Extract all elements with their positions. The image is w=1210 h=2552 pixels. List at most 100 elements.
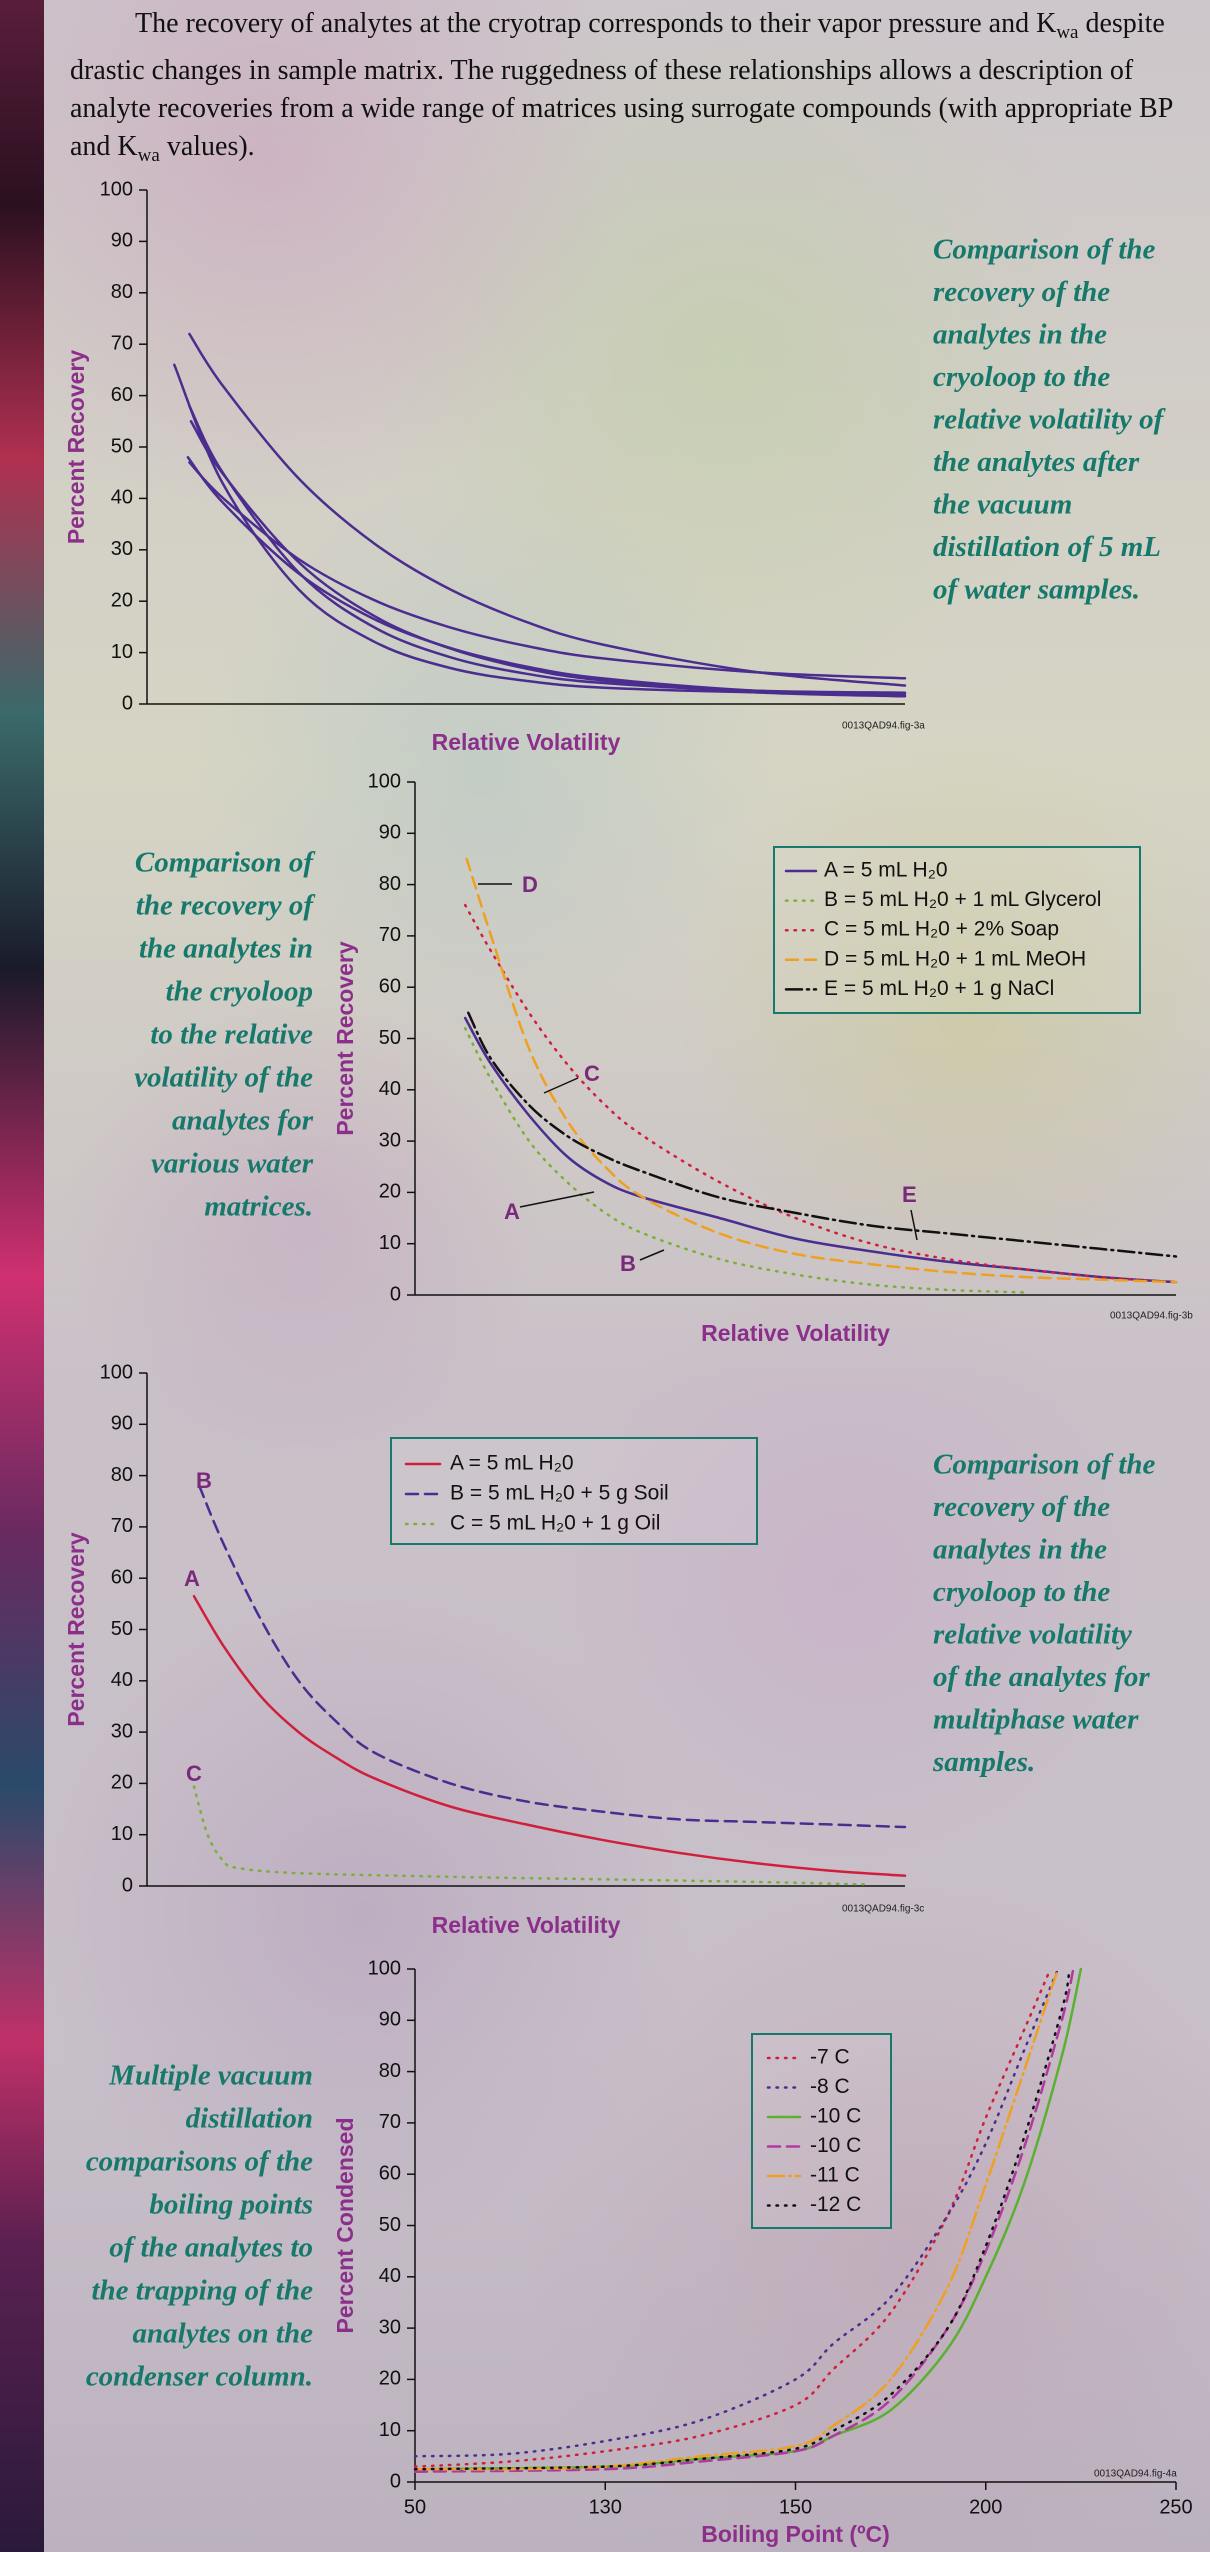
y-tick-label: 100: [368, 770, 401, 792]
figure-note: 0013QAD94.fig-3a: [842, 721, 925, 732]
caption-line: cryoloop to the: [933, 361, 1110, 393]
caption-line: of water samples.: [933, 574, 1140, 606]
caption-line: distillation of 5 mL: [933, 531, 1161, 563]
caption-line: analytes on the: [133, 2318, 314, 2350]
caption-line: of the analytes for: [933, 1661, 1150, 1693]
caption-line: multiphase water: [933, 1704, 1139, 1736]
intro-text: The recovery of analytes at the cryotrap…: [135, 8, 1056, 39]
caption-line: recovery of the: [933, 1491, 1110, 1523]
caption-line: Comparison of the: [933, 234, 1155, 266]
y-tick-label: 0: [122, 692, 133, 714]
series-line: [415, 1969, 1081, 2469]
y-tick-label: 80: [379, 2060, 401, 2082]
y-tick-label: 30: [111, 538, 133, 560]
y-tick-label: 70: [379, 2111, 401, 2133]
y-axis-label: Percent Recovery: [63, 1532, 89, 1727]
annotation-leader: [911, 1210, 917, 1240]
y-tick-label: 60: [111, 384, 133, 406]
caption-line: Comparison of: [135, 847, 316, 879]
y-axis-label: Percent Recovery: [63, 350, 89, 545]
y-tick-label: 30: [111, 1720, 133, 1742]
y-tick-label: 20: [111, 1772, 133, 1794]
legend-label: -7 C: [810, 2046, 850, 2069]
annotation: D: [522, 872, 538, 897]
series-line: [465, 1028, 1024, 1292]
annotation: A: [504, 1199, 520, 1224]
intro-subscript: wa: [1056, 22, 1078, 43]
figure-note: 0013QAD94.fig-4a: [1094, 2469, 1177, 2480]
y-tick-label: 50: [111, 435, 133, 457]
caption-line: analytes in the: [933, 1534, 1107, 1566]
caption-line: Multiple vacuum: [108, 2060, 313, 2092]
y-tick-label: 80: [111, 281, 133, 303]
y-tick-label: 60: [379, 975, 401, 997]
caption-line: cryoloop to the: [933, 1576, 1110, 1608]
y-tick-label: 100: [100, 178, 133, 200]
series-line: [194, 1596, 905, 1876]
caption-line: analytes in the: [933, 319, 1107, 351]
caption-line: the trapping of the: [91, 2275, 313, 2307]
legend-label: D = 5 mL H₂0 + 1 mL MeOH: [824, 947, 1086, 970]
legend-label: C = 5 mL H₂0 + 2% Soap: [824, 918, 1059, 941]
caption-line: various water: [151, 1148, 314, 1180]
annotation-leader: [544, 1078, 578, 1093]
legend-label: C = 5 mL H₂0 + 1 g Oil: [450, 1512, 660, 1535]
y-tick-label: 0: [390, 2470, 401, 2492]
intro-subscript: wa: [138, 145, 160, 166]
x-axis-label: Relative Volatility: [432, 1912, 621, 1938]
caption-line: relative volatility: [933, 1619, 1132, 1651]
y-axis-label: Percent Condensed: [332, 2118, 358, 2334]
legend-label: -10 C: [810, 2134, 861, 2157]
caption-line: volatility of the: [134, 1062, 313, 1094]
x-axis-label: Relative Volatility: [432, 729, 621, 755]
x-tick-label: 150: [779, 2496, 812, 2518]
caption-line: matrices.: [204, 1191, 313, 1223]
annotation: A: [184, 1566, 200, 1591]
caption-line: recovery of the: [933, 276, 1110, 308]
x-tick-label: 50: [404, 2496, 426, 2518]
x-tick-label: 250: [1159, 2496, 1192, 2518]
series-line: [468, 1013, 1176, 1257]
figure-note: 0013QAD94.fig-3b: [1110, 1311, 1193, 1322]
y-tick-label: 90: [111, 230, 133, 252]
y-tick-label: 100: [368, 1957, 401, 1979]
y-tick-label: 10: [379, 1232, 401, 1254]
y-tick-label: 20: [111, 589, 133, 611]
series-line: [415, 1969, 1058, 2469]
caption-line: distillation: [186, 2103, 313, 2135]
caption-line: the recovery of: [136, 890, 316, 922]
caption-line: the analytes in: [139, 933, 313, 965]
y-tick-label: 10: [379, 2419, 401, 2441]
legend-label: -12 C: [810, 2193, 861, 2216]
y-tick-label: 90: [111, 1413, 133, 1435]
annotation: C: [186, 1761, 202, 1786]
y-tick-label: 40: [111, 487, 133, 509]
annotation: C: [584, 1061, 600, 1086]
y-tick-label: 10: [111, 1823, 133, 1845]
caption-line: condenser column.: [86, 2361, 313, 2393]
y-tick-label: 60: [111, 1566, 133, 1588]
annotation: B: [196, 1468, 212, 1493]
y-tick-label: 70: [111, 1515, 133, 1537]
y-tick-label: 10: [111, 641, 133, 663]
y-tick-label: 0: [122, 1874, 133, 1896]
y-tick-label: 0: [390, 1283, 401, 1305]
caption-line: the vacuum: [933, 489, 1072, 521]
x-tick-label: 130: [589, 2496, 622, 2518]
legend-label: B = 5 mL H₂0 + 1 mL Glycerol: [824, 888, 1101, 911]
caption-line: boiling points: [149, 2189, 313, 2221]
series-line: [415, 1969, 1070, 2469]
y-tick-label: 40: [379, 2265, 401, 2287]
y-tick-label: 90: [379, 2009, 401, 2031]
annotation: B: [620, 1251, 636, 1276]
y-tick-label: 60: [379, 2162, 401, 2184]
intro-paragraph: The recovery of analytes at the cryotrap…: [70, 5, 1180, 175]
y-tick-label: 90: [379, 822, 401, 844]
y-tick-label: 20: [379, 1181, 401, 1203]
legend-label: -10 C: [810, 2105, 861, 2128]
poster: The recovery of analytes at the cryotrap…: [0, 0, 1210, 2552]
legend-label: A = 5 mL H₂0: [824, 859, 948, 882]
y-tick-label: 100: [100, 1361, 133, 1383]
y-tick-label: 50: [379, 2214, 401, 2236]
series-line: [194, 1787, 867, 1885]
